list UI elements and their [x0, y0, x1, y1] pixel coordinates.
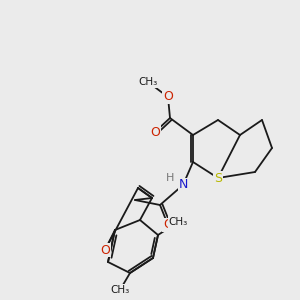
- Text: H: H: [166, 173, 174, 183]
- Text: CH₃: CH₃: [138, 77, 158, 87]
- Text: S: S: [214, 172, 222, 184]
- Text: N: N: [178, 178, 188, 191]
- Text: CH₃: CH₃: [110, 285, 130, 295]
- Text: O: O: [163, 218, 173, 232]
- Text: O: O: [100, 244, 110, 256]
- Text: O: O: [163, 91, 173, 103]
- Text: O: O: [150, 125, 160, 139]
- Text: CH₃: CH₃: [168, 217, 188, 227]
